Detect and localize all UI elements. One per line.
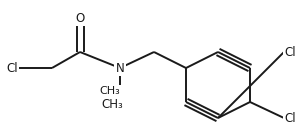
Text: O: O (76, 11, 85, 25)
Text: Cl: Cl (284, 46, 296, 59)
Text: Cl: Cl (284, 112, 296, 124)
Text: N: N (116, 62, 124, 75)
Text: CH₃: CH₃ (101, 98, 123, 111)
Text: Cl: Cl (6, 62, 18, 75)
Text: CH₃: CH₃ (100, 86, 120, 96)
